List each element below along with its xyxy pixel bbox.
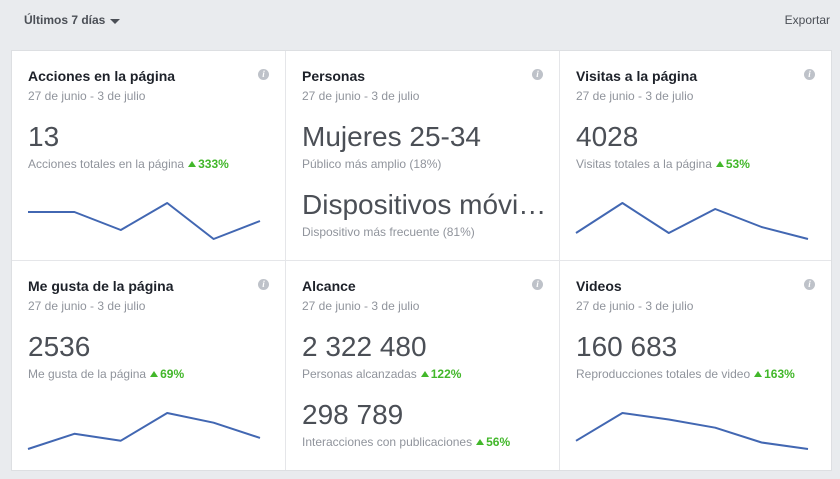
card-value-secondary: Dispositivos móviles bbox=[302, 189, 548, 220]
card-title: Acciones en la página bbox=[28, 68, 176, 84]
trend-sparkline bbox=[28, 202, 261, 240]
change-badge-secondary: 56% bbox=[476, 435, 510, 449]
up-arrow-icon bbox=[715, 161, 724, 167]
card-date-range: 27 de junio - 3 de julio bbox=[302, 89, 420, 103]
card-value: 160 683 bbox=[576, 331, 678, 362]
info-icon[interactable]: i bbox=[258, 69, 269, 80]
up-arrow-icon bbox=[476, 439, 485, 445]
card-caption: Personas alcanzadas 122% bbox=[302, 367, 461, 381]
info-icon[interactable]: i bbox=[804, 279, 815, 290]
change-value: 163% bbox=[764, 367, 795, 381]
change-value: 122% bbox=[430, 367, 462, 381]
card-value-secondary: 298 789 bbox=[302, 399, 404, 430]
export-button[interactable]: Exportar bbox=[784, 13, 830, 27]
card-value: 13 bbox=[28, 121, 60, 152]
info-icon[interactable]: i bbox=[532, 69, 543, 80]
card-caption: Me gusta de la página 69% bbox=[28, 367, 184, 381]
change-value: 53% bbox=[725, 157, 750, 171]
info-icon[interactable]: i bbox=[258, 279, 269, 290]
trend-line bbox=[575, 202, 809, 240]
card-date-range: 27 de junio - 3 de julio bbox=[28, 299, 146, 313]
card-videos[interactable]: Videos 27 de junio - 3 de julio i 160 68… bbox=[560, 261, 831, 470]
card-value: Mujeres 25-34 bbox=[302, 121, 481, 152]
caption-text: Me gusta de la página bbox=[28, 367, 147, 381]
trend-line bbox=[28, 202, 261, 240]
caption-text: Visitas totales a la página bbox=[576, 157, 712, 171]
card-page-visits[interactable]: Visitas a la página 27 de junio - 3 de j… bbox=[560, 51, 831, 261]
info-icon[interactable]: i bbox=[532, 279, 543, 290]
date-range-label: Últimos 7 días bbox=[24, 13, 106, 27]
card-title: Alcance bbox=[302, 278, 356, 294]
caption-text: Personas alcanzadas bbox=[302, 367, 417, 381]
up-arrow-icon bbox=[420, 371, 429, 377]
card-date-range: 27 de junio - 3 de julio bbox=[576, 89, 694, 103]
card-date-range: 27 de junio - 3 de julio bbox=[576, 299, 694, 313]
up-arrow-icon bbox=[150, 371, 159, 377]
caption-text-secondary: Interacciones con publicaciones bbox=[302, 435, 473, 449]
change-badge: 53% bbox=[715, 157, 750, 171]
card-page-likes[interactable]: Me gusta de la página 27 de junio - 3 de… bbox=[12, 261, 286, 470]
caret-down-icon bbox=[110, 18, 121, 24]
up-arrow-icon bbox=[188, 161, 197, 167]
info-icon[interactable]: i bbox=[804, 69, 815, 80]
card-value: 4028 bbox=[576, 121, 639, 152]
card-reach[interactable]: Alcance 27 de junio - 3 de julio i 2 322… bbox=[286, 261, 560, 470]
change-badge: 69% bbox=[150, 367, 184, 381]
card-title: Personas bbox=[302, 68, 366, 84]
card-caption: Público más amplio (18%) bbox=[302, 157, 442, 171]
trend-sparkline bbox=[575, 412, 809, 450]
card-title: Visitas a la página bbox=[576, 68, 698, 84]
card-title: Videos bbox=[576, 278, 622, 294]
trend-sparkline bbox=[575, 202, 809, 240]
change-value-secondary: 56% bbox=[486, 435, 511, 449]
card-caption: Acciones totales en la página 333% bbox=[28, 157, 229, 171]
trend-sparkline bbox=[27, 412, 261, 450]
trend-line bbox=[27, 412, 261, 450]
date-range-dropdown[interactable]: Últimos 7 días bbox=[24, 13, 121, 27]
trend-line bbox=[575, 412, 809, 450]
caption-text: Reproducciones totales de video bbox=[576, 367, 751, 381]
card-caption: Reproducciones totales de video 163% bbox=[576, 367, 795, 381]
card-date-range: 27 de junio - 3 de julio bbox=[302, 299, 420, 313]
card-caption: Visitas totales a la página 53% bbox=[576, 157, 750, 171]
up-arrow-icon bbox=[754, 371, 763, 377]
change-value: 69% bbox=[160, 367, 185, 381]
insights-grid: Acciones en la página 27 de junio - 3 de… bbox=[11, 50, 832, 471]
card-date-range: 27 de junio - 3 de julio bbox=[28, 89, 146, 103]
card-caption-secondary: Interacciones con publicaciones 56% bbox=[302, 435, 510, 449]
card-title: Me gusta de la página bbox=[28, 278, 174, 294]
card-page-actions[interactable]: Acciones en la página 27 de junio - 3 de… bbox=[12, 51, 286, 261]
caption-text: Acciones totales en la página bbox=[28, 157, 185, 171]
toolbar: Últimos 7 días Exportar bbox=[0, 0, 840, 40]
card-people[interactable]: Personas 27 de junio - 3 de julio i Muje… bbox=[286, 51, 560, 261]
change-badge: 333% bbox=[188, 157, 229, 171]
card-caption-secondary: Dispositivo más frecuente (81%) bbox=[302, 225, 475, 239]
change-badge: 163% bbox=[754, 367, 795, 381]
change-badge: 122% bbox=[420, 367, 462, 381]
card-value: 2536 bbox=[28, 331, 91, 362]
card-value: 2 322 480 bbox=[302, 331, 427, 362]
change-value: 333% bbox=[198, 157, 229, 171]
